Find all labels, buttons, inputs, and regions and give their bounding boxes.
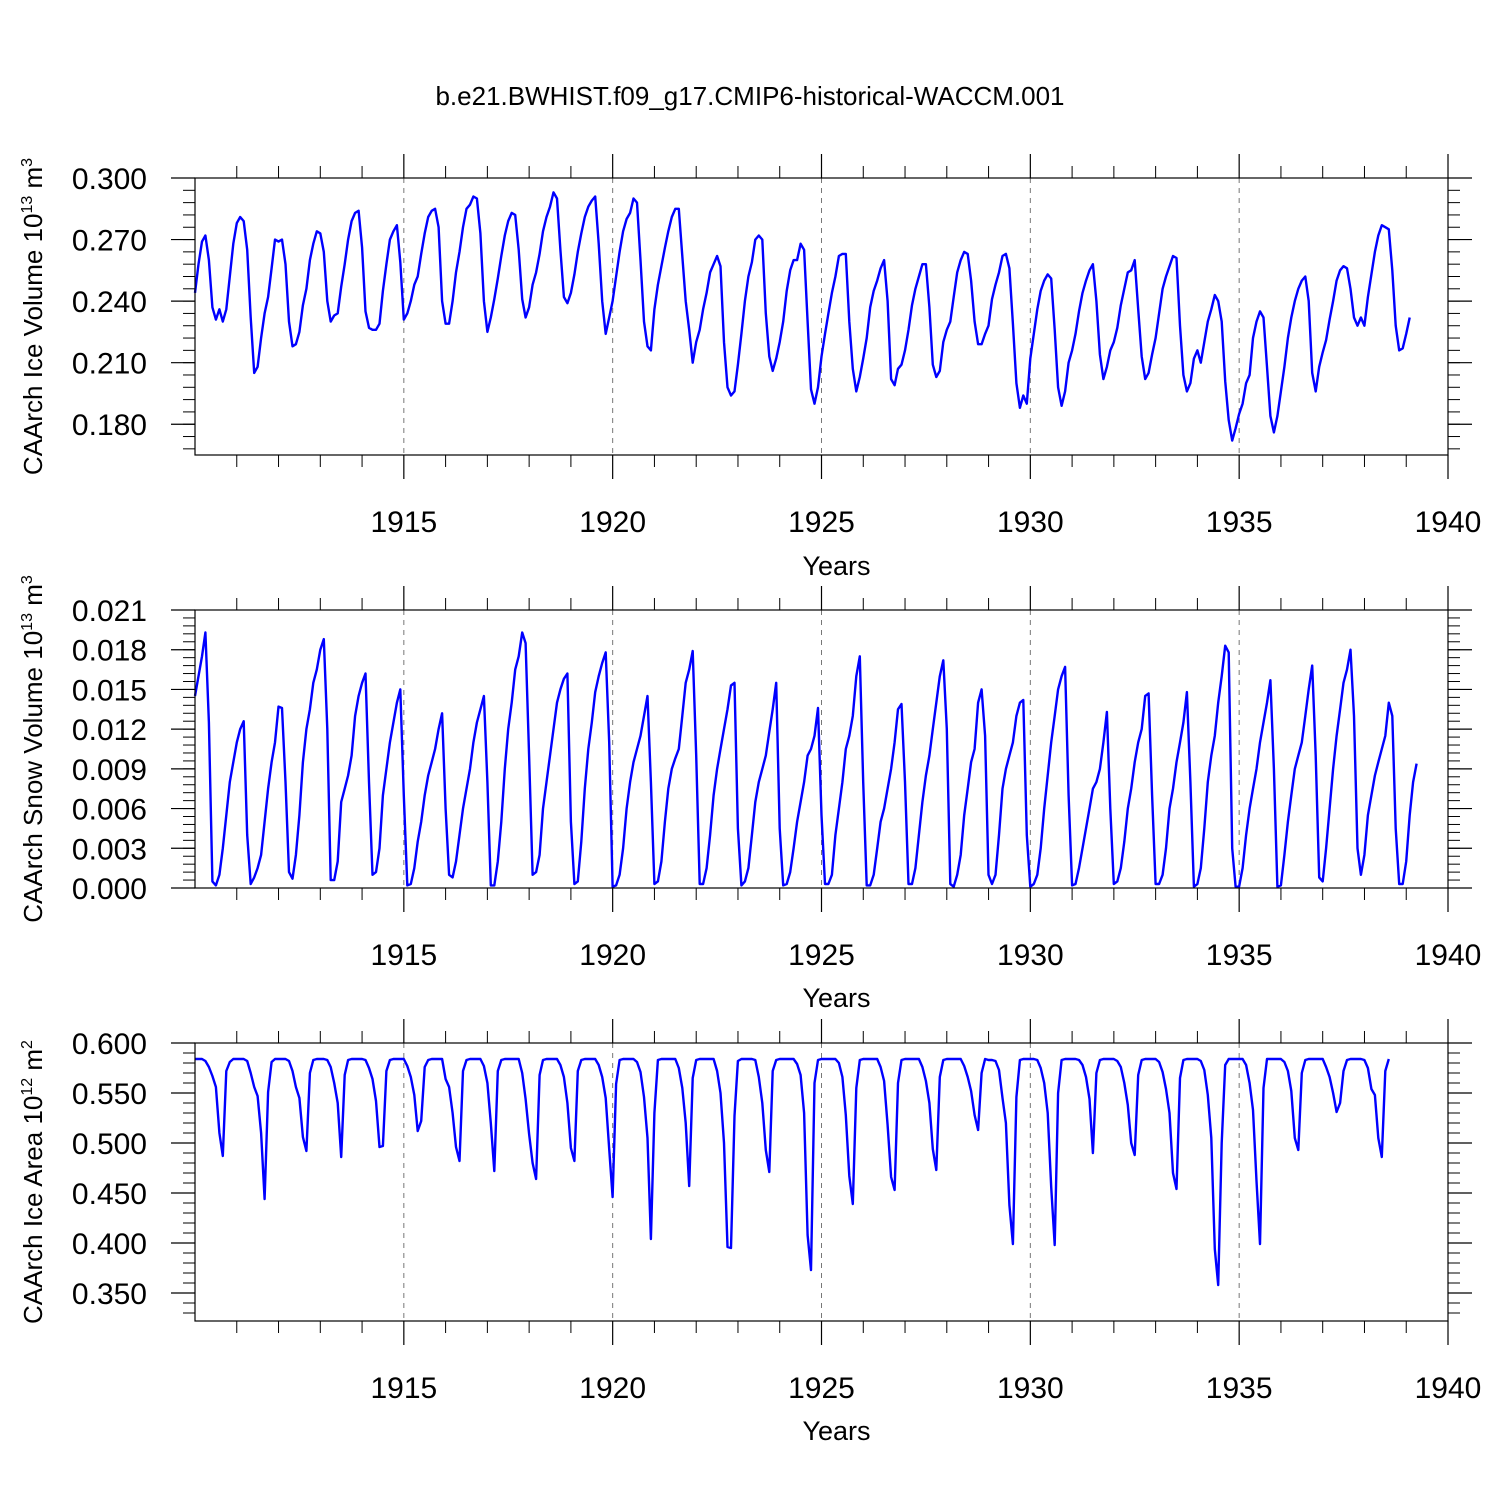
x-tick-label-1925: 1925 [788,506,855,539]
series-line-ice-area [195,1057,1390,1287]
y-tick-label-0.180: 0.180 [72,409,147,442]
y-tick-label-0.021: 0.021 [72,595,147,628]
x-tick-label-1920: 1920 [579,939,646,972]
panel-ice-area: 1915 1920 1925 1930 1935 1940 0.600 0.550 0.500 0… [18,1019,1481,1446]
x-axis-label: Years [802,551,870,581]
y-tick-label-0.300: 0.300 [72,163,147,196]
y-tick-label-0.012: 0.012 [72,714,147,747]
plot-frame [194,1042,1449,1322]
y-tick-label-0.500: 0.500 [72,1128,147,1161]
x-tick-label-1915: 1915 [370,1372,437,1405]
y-axis-label: CAArch Ice Volume 1013 m3 [18,158,48,475]
y-tick-label-0.009: 0.009 [72,754,147,787]
x-tick-label-1920: 1920 [579,1372,646,1405]
y-tick-label-0.006: 0.006 [72,794,147,827]
y-tick-label-0.550: 0.550 [72,1078,147,1111]
y-axis-label: CAArch Ice Area 1012 m2 [18,1040,48,1324]
y-tick-label-0.015: 0.015 [72,674,147,707]
x-tick-label-1915: 1915 [370,506,437,539]
panel-ice-volume: 1915 1920 1925 1930 1935 1940 0.300 0.270 0.240 0… [18,154,1481,581]
chart-panels: 1915 1920 1925 1930 1935 1940 0.300 0.270 0.240 0… [18,154,1481,1446]
y-tick-label-0.350: 0.350 [72,1278,147,1311]
y-tick-label-0.400: 0.400 [72,1228,147,1261]
x-tick-label-1935: 1935 [1206,939,1273,972]
y-tick-label-0.450: 0.450 [72,1178,147,1211]
y-tick-label-0.210: 0.210 [72,348,147,381]
x-axis-label: Years [802,983,870,1013]
y-tick-label-0.018: 0.018 [72,635,147,668]
x-tick-label-1940: 1940 [1415,939,1482,972]
plot-frame [194,177,1449,456]
panel-snow-volume: 1915 1920 1925 1930 1935 1940 0.021 0.018 0.015 0… [18,575,1481,1013]
x-tick-label-1940: 1940 [1415,1372,1482,1405]
y-tick-label-0.270: 0.270 [72,225,147,258]
x-tick-label-1930: 1930 [997,939,1064,972]
chart-title: b.e21.BWHIST.f09_g17.CMIP6-historical-WA… [435,81,1064,111]
x-tick-label-1940: 1940 [1415,506,1482,539]
y-tick-label-0.600: 0.600 [72,1028,147,1061]
x-tick-label-1925: 1925 [788,939,855,972]
y-axis-label: CAArch Snow Volume 1013 m3 [18,575,48,923]
x-axis-label: Years [802,1416,870,1446]
x-tick-label-1935: 1935 [1206,1372,1273,1405]
x-tick-label-1925: 1925 [788,1372,855,1405]
plot-frame [194,609,1449,889]
series-line-ice-volume [193,191,1411,442]
x-tick-label-1935: 1935 [1206,506,1273,539]
y-tick-label-0.000: 0.000 [72,873,147,906]
series-line-snow-volume [193,631,1418,888]
y-tick-label-0.003: 0.003 [72,833,147,866]
y-tick-label-0.240: 0.240 [72,286,147,319]
x-tick-label-1920: 1920 [579,506,646,539]
x-tick-label-1915: 1915 [370,939,437,972]
x-tick-label-1930: 1930 [997,1372,1064,1405]
x-tick-label-1930: 1930 [997,506,1064,539]
